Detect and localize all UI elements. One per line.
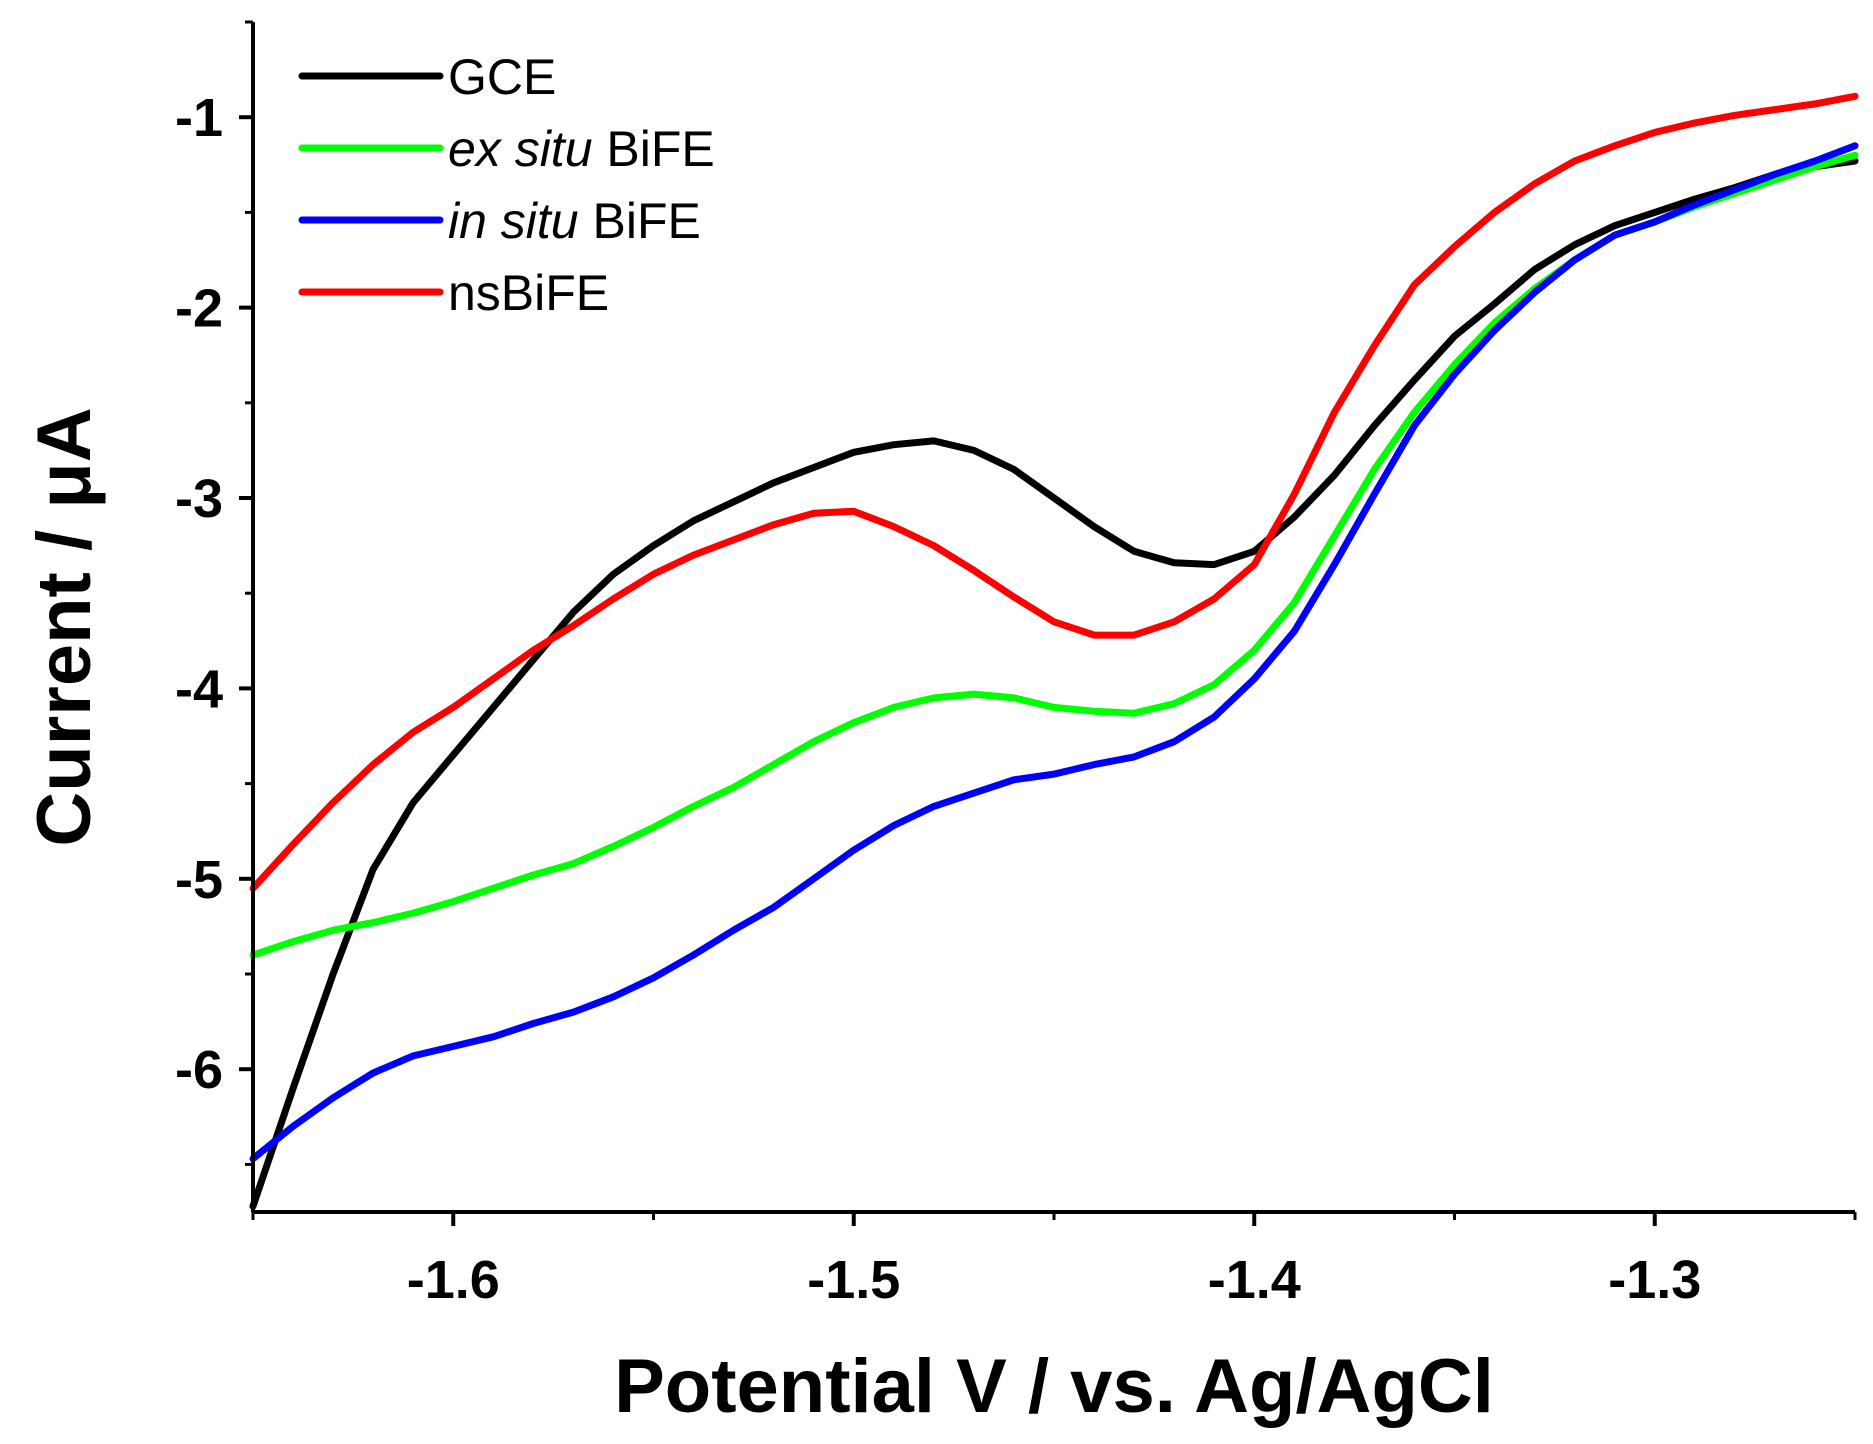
axes: -6 -5 -4 -3 -2 -1 -1.6 -1.5 -1.4 -1.3 bbox=[175, 20, 1857, 1310]
legend: GCE ex situ BiFE in situ BiFE nsBiFE bbox=[298, 49, 715, 321]
x-tick-label: -1.3 bbox=[1608, 1250, 1701, 1310]
y-tick-label: -1 bbox=[175, 88, 223, 148]
y-tick-label: -4 bbox=[175, 659, 223, 719]
x-axis-title: Potential V / vs. Ag/AgCl bbox=[614, 1344, 1494, 1429]
legend-label: GCE bbox=[448, 49, 556, 105]
y-axis-title: Current / μA bbox=[22, 407, 107, 846]
y-tick-label: -5 bbox=[175, 850, 223, 910]
legend-label: nsBiFE bbox=[448, 265, 609, 321]
series-line-gce bbox=[249, 157, 1859, 1210]
legend-label: ex situ BiFE bbox=[448, 121, 715, 177]
x-tick-label: -1.4 bbox=[1208, 1250, 1301, 1310]
x-tick-label: -1.6 bbox=[407, 1250, 500, 1310]
y-tick-label: -6 bbox=[175, 1040, 223, 1100]
x-tick-label: -1.5 bbox=[807, 1250, 900, 1310]
series-line-nsbife bbox=[249, 92, 1859, 892]
y-tick-label: -3 bbox=[175, 469, 223, 529]
legend-label: in situ BiFE bbox=[448, 193, 701, 249]
series-lines bbox=[249, 92, 1859, 1210]
series-line-in-situ-bife bbox=[249, 142, 1859, 1163]
y-tick-label: -2 bbox=[175, 279, 223, 339]
